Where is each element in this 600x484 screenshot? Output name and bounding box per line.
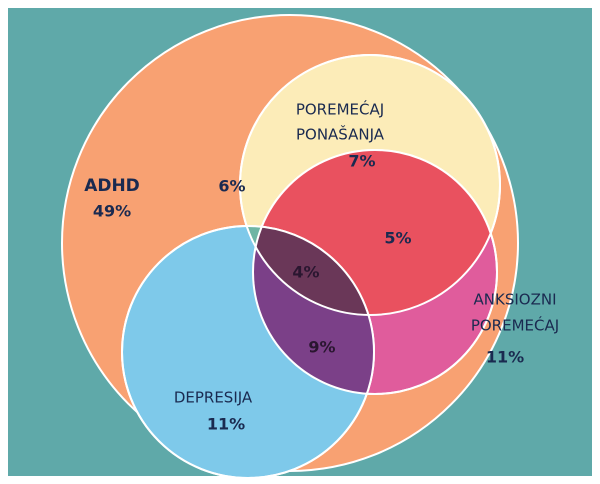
set-label: POREMEĆAJ xyxy=(471,316,559,335)
behavior-anxiety-region xyxy=(253,150,497,315)
set-value: 11% xyxy=(486,348,524,367)
set-label: ANKSIOZNI xyxy=(474,291,557,309)
behavior-outline xyxy=(239,54,501,316)
set-label: ADHD xyxy=(84,176,140,196)
overlap-value: 5% xyxy=(384,229,411,248)
overlap-value: 9% xyxy=(308,338,335,357)
set-label: DEPRESIJA xyxy=(174,389,253,407)
anxiety-outline xyxy=(252,149,498,395)
set-label: POREMEĆAJ xyxy=(296,100,384,119)
overlap-value: 4% xyxy=(292,263,319,282)
set-value: 49% xyxy=(93,202,131,221)
set-value: 11% xyxy=(207,415,245,434)
depression-outline xyxy=(121,225,375,479)
set-label: PONAŠANJA xyxy=(296,125,385,144)
anxiety-depression-region xyxy=(253,226,374,394)
set-value: 7% xyxy=(348,152,375,171)
overlap-value: 6% xyxy=(218,177,245,196)
